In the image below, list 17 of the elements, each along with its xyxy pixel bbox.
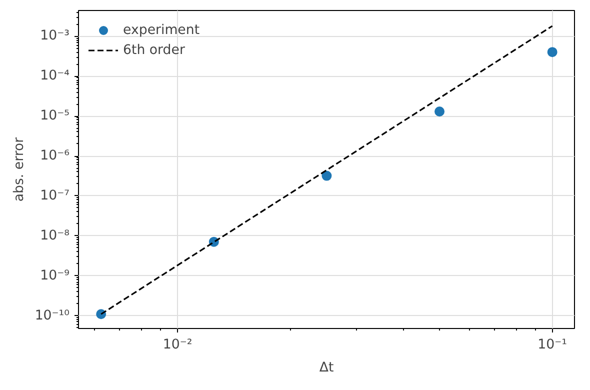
y-tick-label: 10⁻¹⁰ — [34, 308, 70, 324]
y-tick-label: 10⁻⁴ — [40, 68, 70, 84]
point — [547, 47, 558, 58]
legend-label: 6th order — [123, 42, 185, 58]
y-tick-label: 10⁻³ — [40, 28, 70, 44]
legend-label: experiment — [123, 22, 200, 38]
y-tick-label: 10⁻⁵ — [40, 108, 70, 124]
point — [434, 106, 445, 117]
y-tick-label: 10⁻⁷ — [40, 188, 70, 204]
x-tick-label: 10⁻² — [162, 338, 192, 352]
x-axis-title: Δt — [319, 360, 334, 376]
y-tick-label: 10⁻⁹ — [40, 268, 70, 284]
point — [322, 170, 332, 181]
y-tick-label: 10⁻⁶ — [40, 148, 70, 164]
y-tick-label: 10⁻⁸ — [40, 228, 70, 244]
x-tick-label: 10⁻¹ — [538, 338, 567, 352]
y-axis-title: abs. error — [12, 136, 27, 202]
